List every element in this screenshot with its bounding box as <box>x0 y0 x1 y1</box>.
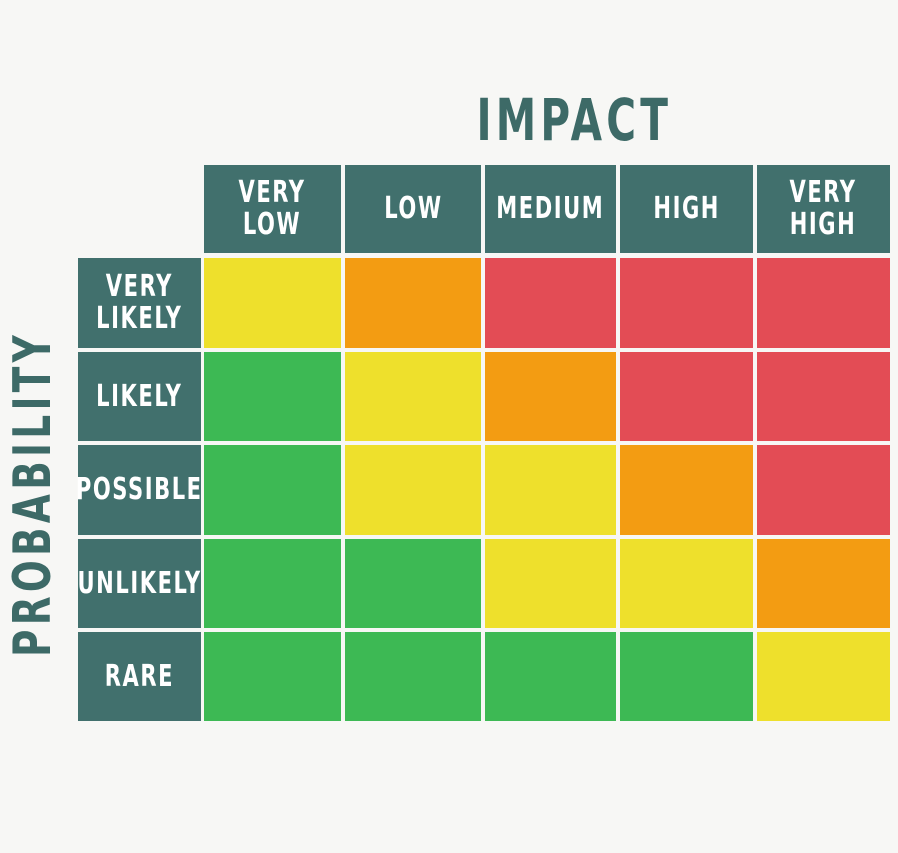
probability-header-4: Rare <box>78 632 201 721</box>
probability-header-0: Very Likely <box>78 258 201 348</box>
impact-axis-title: IMPACT <box>476 86 673 154</box>
impact-header-3: High <box>620 165 753 253</box>
risk-cell-r2-c3-orange <box>620 445 753 535</box>
risk-cell-r4-c0-green <box>204 632 341 721</box>
risk-cell-r0-c2-red <box>485 258 616 348</box>
risk-cell-r0-c3-red <box>620 258 753 348</box>
risk-cell-r1-c4-red <box>757 352 890 441</box>
risk-cell-r4-c3-green <box>620 632 753 721</box>
risk-cell-r0-c4-red <box>757 258 890 348</box>
risk-cell-r4-c4-yellow <box>757 632 890 721</box>
risk-cell-r1-c1-yellow <box>345 352 481 441</box>
risk-cell-r3-c2-yellow <box>485 539 616 628</box>
risk-cell-r1-c2-orange <box>485 352 616 441</box>
risk-cell-r3-c0-green <box>204 539 341 628</box>
risk-cell-r4-c1-green <box>345 632 481 721</box>
impact-header-2: Medium <box>485 165 616 253</box>
probability-axis-title: PROBABILITY <box>3 330 63 658</box>
risk-cell-r4-c2-green <box>485 632 616 721</box>
impact-header-4: Very High <box>757 165 890 253</box>
impact-header-1: Low <box>345 165 481 253</box>
risk-cell-r3-c3-yellow <box>620 539 753 628</box>
risk-cell-r2-c0-green <box>204 445 341 535</box>
risk-cell-r3-c1-green <box>345 539 481 628</box>
risk-cell-r2-c2-yellow <box>485 445 616 535</box>
risk-cell-r1-c3-red <box>620 352 753 441</box>
risk-cell-r0-c1-orange <box>345 258 481 348</box>
risk-cell-r1-c0-green <box>204 352 341 441</box>
risk-cell-r2-c4-red <box>757 445 890 535</box>
probability-header-3: Unlikely <box>77 539 201 628</box>
risk-cell-r2-c1-yellow <box>345 445 481 535</box>
risk-cell-r0-c0-yellow <box>204 258 341 348</box>
probability-header-1: Likely <box>78 352 201 441</box>
probability-header-2: Possible <box>76 445 201 535</box>
risk-cell-r3-c4-orange <box>757 539 890 628</box>
impact-header-0: Very Low <box>204 165 341 253</box>
